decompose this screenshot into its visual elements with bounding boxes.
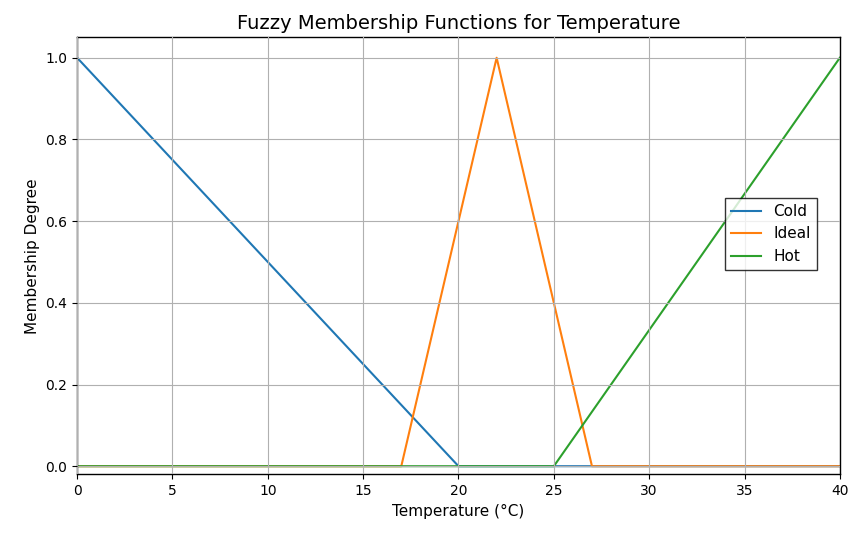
Hot xyxy=(548,463,559,470)
Cold xyxy=(835,463,845,470)
X-axis label: Temperature (°C): Temperature (°C) xyxy=(393,504,524,519)
Title: Fuzzy Membership Functions for Temperature: Fuzzy Membership Functions for Temperatu… xyxy=(237,14,680,33)
Hot xyxy=(72,463,82,470)
Ideal xyxy=(835,463,845,470)
Ideal xyxy=(492,54,502,61)
Line: Ideal: Ideal xyxy=(77,58,840,466)
Legend: Cold, Ideal, Hot: Cold, Ideal, Hot xyxy=(724,198,817,270)
Hot xyxy=(835,54,845,61)
Y-axis label: Membership Degree: Membership Degree xyxy=(25,178,40,334)
Ideal xyxy=(396,463,406,470)
Line: Hot: Hot xyxy=(77,58,840,466)
Cold xyxy=(72,54,82,61)
Cold xyxy=(453,463,464,470)
Ideal xyxy=(587,463,597,470)
Line: Cold: Cold xyxy=(77,58,840,466)
Ideal xyxy=(72,463,82,470)
